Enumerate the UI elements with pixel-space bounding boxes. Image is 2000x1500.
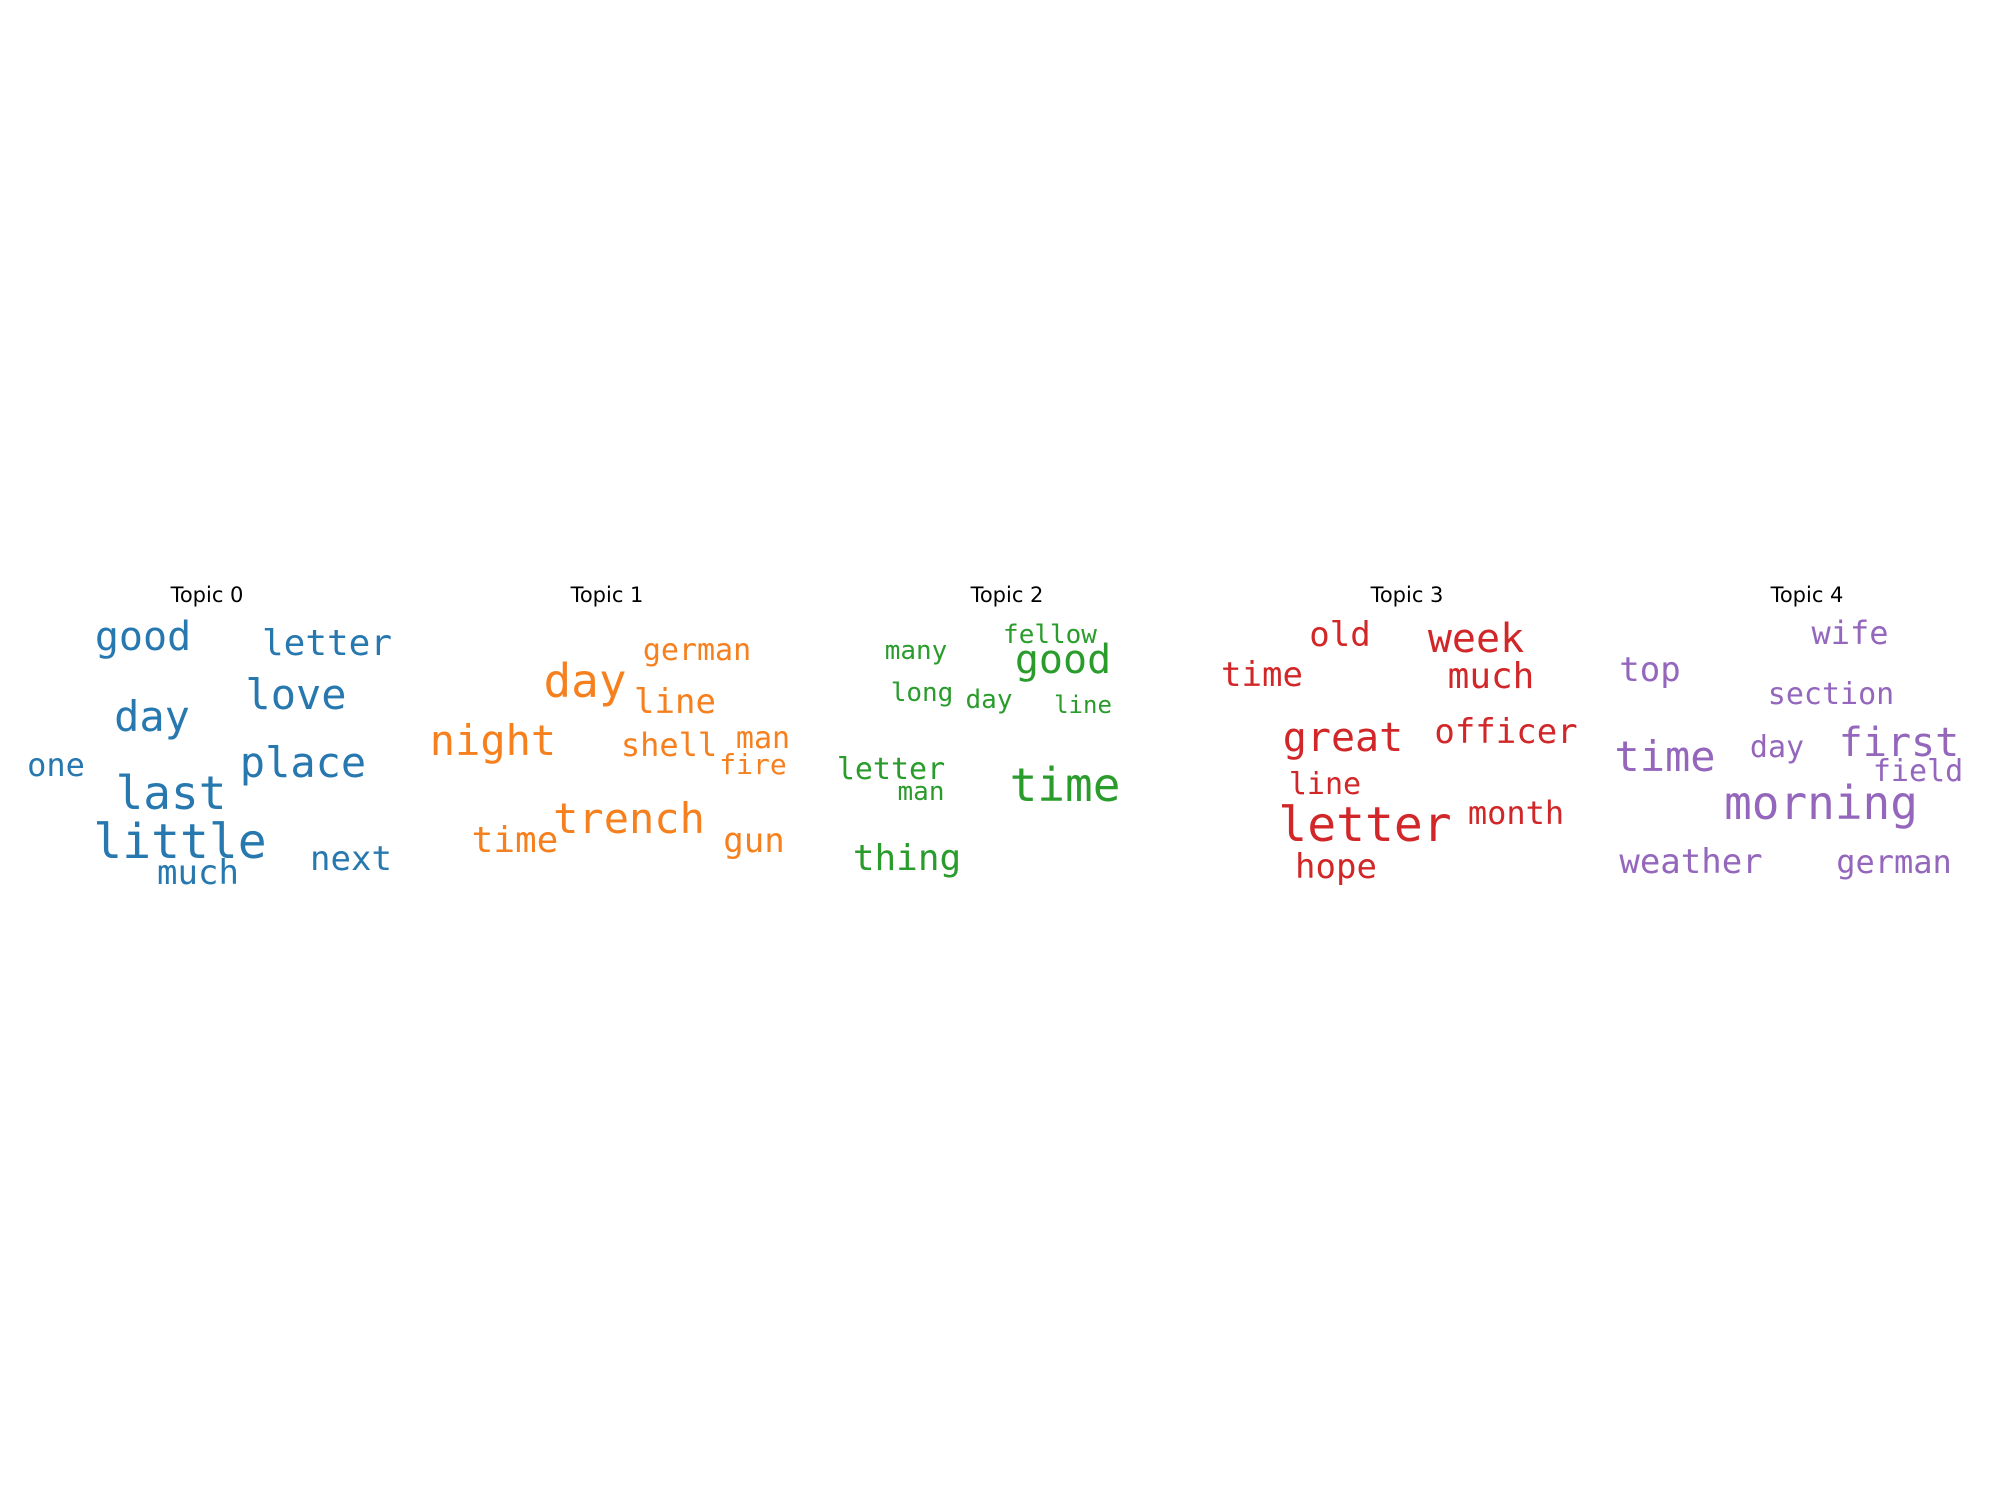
topic-panel-4: Topic 4 wife top section time day first … <box>1607 585 2000 905</box>
word: german <box>642 633 752 668</box>
topic-title: Topic 2 <box>970 583 1044 607</box>
word: hope <box>1295 847 1377 887</box>
word: time <box>1614 732 1716 781</box>
word: night <box>429 716 557 765</box>
word: first <box>1838 720 1960 766</box>
word: many <box>884 636 948 666</box>
word: day <box>1749 730 1805 765</box>
word: much <box>157 853 239 893</box>
word: man <box>897 777 945 807</box>
word: man <box>735 721 791 756</box>
word: week <box>1427 616 1525 662</box>
word: fire <box>719 748 787 781</box>
word: good <box>1014 637 1112 683</box>
word: line <box>634 682 716 722</box>
word: little <box>93 814 267 870</box>
word: day <box>543 654 627 708</box>
topic-title: Topic 1 <box>570 583 644 607</box>
word: time <box>1221 655 1303 695</box>
topic-panel-1: Topic 1 german day line night shell man … <box>407 585 807 905</box>
word: gun <box>723 821 785 861</box>
word: letter <box>261 623 393 664</box>
word: love <box>245 670 347 719</box>
word: much <box>1447 656 1535 697</box>
word: month <box>1467 794 1565 832</box>
topic-panel-0: Topic 0 good letter day love one place l… <box>7 585 407 905</box>
word: old <box>1309 615 1371 655</box>
topic-title: Topic 0 <box>170 583 244 607</box>
word: field <box>1872 754 1964 789</box>
word: next <box>310 839 392 879</box>
word: day <box>114 692 190 741</box>
word: letter <box>836 752 946 787</box>
word: time <box>1009 758 1121 812</box>
word: good <box>94 614 192 660</box>
topic-panel-2: Topic 2 fellow many good long day line l… <box>807 585 1207 905</box>
word: wife <box>1811 614 1889 652</box>
word: weather <box>1619 842 1763 882</box>
word: one <box>27 746 85 784</box>
topic-title: Topic 4 <box>1770 583 1844 607</box>
word: section <box>1767 677 1895 712</box>
word: line <box>1288 767 1362 802</box>
word: line <box>1054 691 1112 719</box>
word: long <box>890 678 954 708</box>
word: officer <box>1434 712 1578 752</box>
word: great <box>1282 715 1404 761</box>
word: last <box>115 766 227 820</box>
word: top <box>1619 650 1681 690</box>
word: day <box>965 685 1013 715</box>
topic-title: Topic 3 <box>1370 583 1444 607</box>
topic-panel-3: Topic 3 old week time much great officer… <box>1207 585 1607 905</box>
word: time <box>471 820 559 861</box>
word: place <box>239 738 367 787</box>
word: letter <box>1278 797 1452 853</box>
word: trench <box>553 794 705 843</box>
word: shell <box>620 726 718 764</box>
word: morning <box>1724 776 1918 830</box>
word: fellow <box>1003 620 1097 650</box>
word: german <box>1836 843 1952 881</box>
word: thing <box>852 838 962 879</box>
